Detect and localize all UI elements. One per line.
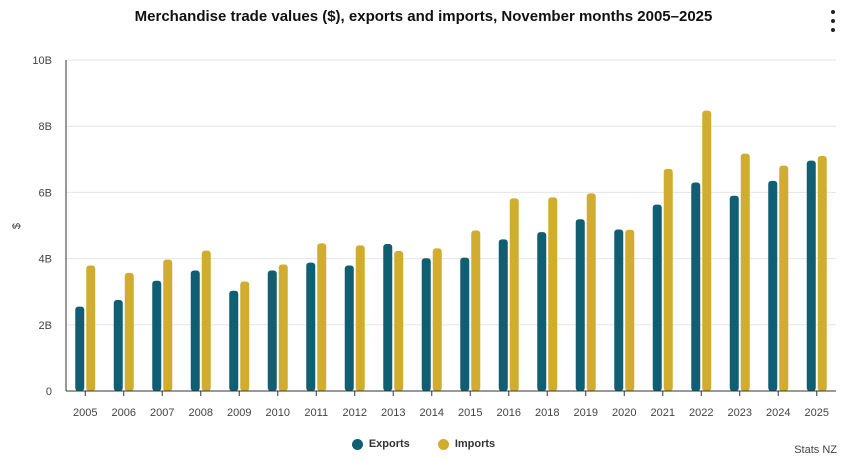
legend-swatch-imports [437,438,449,450]
bar-exports-2007[interactable] [152,280,162,391]
y-tick-label: 10B [32,55,52,67]
bar-exports-2010[interactable] [267,270,277,391]
chart-menu-button[interactable] [827,10,839,32]
bar-exports-2014[interactable] [421,258,431,391]
x-tick-label: 2019 [574,407,598,419]
x-tick-label: 2007 [150,407,174,419]
bar-imports-2025[interactable] [817,155,827,391]
x-tick-label: 2005 [73,407,97,419]
bar-exports-2008[interactable] [190,270,200,391]
bar-exports-2020[interactable] [614,229,624,391]
bar-exports-2025[interactable] [806,160,816,391]
kebab-menu-icon [831,10,835,14]
bar-exports-2015[interactable] [460,257,470,391]
bar-imports-2021[interactable] [663,168,673,391]
x-tick-label: 2014 [420,407,444,419]
x-tick-label: 2015 [458,407,482,419]
bar-imports-2011[interactable] [317,243,327,391]
x-tick-label: 2023 [728,407,752,419]
bar-imports-2015[interactable] [471,230,481,391]
bar-imports-2012[interactable] [355,245,365,391]
x-axis-ticks: 2005 2006 2007 2008 2009 2010 2011 2012 2013 2014… [73,391,829,419]
x-tick-label: 2012 [343,407,367,419]
gridlines [66,59,836,326]
y-tick-label: 2B [39,320,52,332]
bar-exports-2009[interactable] [229,290,239,391]
y-tick-label: 8B [39,121,52,133]
bar-imports-2022[interactable] [702,110,712,391]
y-tick-label: 6B [39,187,52,199]
bar-exports-2023[interactable] [729,195,739,391]
bar-imports-2009[interactable] [240,281,250,391]
y-tick-label: 4B [39,254,52,266]
x-tick-label: 2006 [112,407,136,419]
x-tick-label: 2025 [805,407,829,419]
bar-exports-2005[interactable] [75,306,85,391]
bar-imports-2024[interactable] [779,165,789,391]
x-tick-label: 2021 [651,407,675,419]
source-credit: Stats NZ [794,444,837,456]
bar-imports-2005[interactable] [86,265,96,391]
bar-exports-2024[interactable] [768,180,778,391]
bar-imports-2023[interactable] [740,153,750,391]
x-tick-label: 2018 [535,407,559,419]
kebab-menu-icon-dot [831,28,835,32]
bar-imports-2020[interactable] [625,229,635,391]
bar-imports-2014[interactable] [432,248,442,391]
x-tick-label: 2024 [766,407,790,419]
bar-exports-2006[interactable] [113,299,123,391]
x-tick-label: 2008 [189,407,213,419]
x-tick-label: 2013 [381,407,405,419]
bar-exports-2012[interactable] [344,265,354,391]
legend: Exports Imports [0,438,847,450]
kebab-menu-icon-dot [831,19,835,23]
legend-item-imports[interactable]: Imports [437,438,496,450]
bar-imports-2013[interactable] [394,250,404,391]
x-tick-label: 2016 [497,407,521,419]
bars [75,110,827,391]
bar-imports-2008[interactable] [201,250,211,391]
x-tick-label: 2010 [266,407,290,419]
bar-exports-2022[interactable] [691,182,701,391]
bar-exports-2018[interactable] [537,232,547,391]
bar-exports-2013[interactable] [383,244,393,391]
bar-exports-2019[interactable] [575,219,585,391]
legend-label-imports: Imports [454,438,496,450]
bar-imports-2006[interactable] [124,272,134,391]
bar-imports-2016[interactable] [509,198,519,391]
chart-title: Merchandise trade values ($), exports an… [134,8,713,25]
bar-imports-2019[interactable] [586,193,596,391]
legend-swatch-exports [351,438,363,450]
bar-imports-2018[interactable] [548,197,558,391]
x-tick-label: 2011 [304,407,328,419]
y-tick-label: 0 [46,386,52,398]
x-tick-label: 2009 [227,407,251,419]
bar-exports-2011[interactable] [306,262,316,391]
legend-label-exports: Exports [368,438,410,450]
x-tick-label: 2020 [612,407,636,419]
legend-item-exports[interactable]: Exports [351,438,410,450]
x-tick-label: 2022 [689,407,713,419]
y-axis-label: $ [11,223,23,229]
bar-imports-2010[interactable] [278,264,288,391]
y-axis-ticks: 0 2B 4B 6B 8B 10B [32,55,52,398]
bar-exports-2016[interactable] [498,239,508,391]
bar-exports-2021[interactable] [652,204,662,391]
bar-imports-2007[interactable] [163,259,173,391]
